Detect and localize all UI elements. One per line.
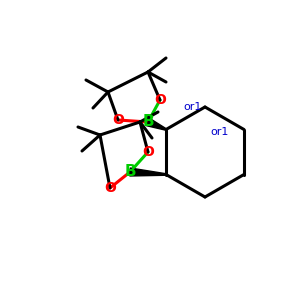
Text: O: O xyxy=(142,145,154,159)
Text: O: O xyxy=(112,113,124,127)
Polygon shape xyxy=(146,118,166,130)
Text: B: B xyxy=(124,164,136,179)
Polygon shape xyxy=(130,168,166,176)
Text: O: O xyxy=(154,93,166,107)
Text: or1: or1 xyxy=(184,102,202,112)
Text: or1: or1 xyxy=(211,127,229,137)
Text: B: B xyxy=(142,115,154,130)
Text: O: O xyxy=(104,181,116,195)
